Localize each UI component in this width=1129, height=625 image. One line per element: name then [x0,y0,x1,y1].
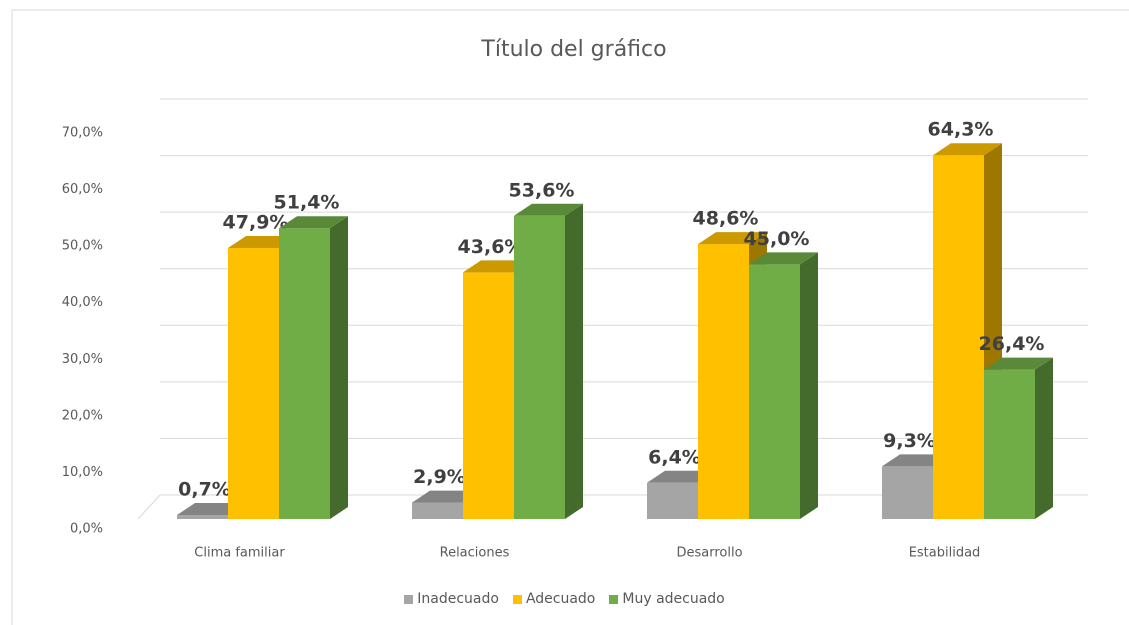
legend: Inadecuado Adecuado Muy adecuado [0,591,1129,607]
bar [228,248,279,519]
data-label: 6,4% [648,446,701,468]
bar [177,515,228,519]
y-tick-label: 40,0% [62,295,103,310]
legend-label: Inadecuado [417,591,499,607]
legend-swatch [404,594,414,604]
bar [463,272,514,519]
bar [279,228,330,520]
legend-item: Muy adecuado [609,591,725,607]
data-label: 47,9% [223,212,289,234]
legend-label: Muy adecuado [622,591,725,607]
bar [514,215,565,519]
x-tick-label: Estabilidad [909,546,981,561]
bar [647,482,698,519]
bar-side [800,252,818,519]
y-tick-label: 20,0% [62,408,103,423]
data-label: 45,0% [744,228,810,250]
y-tick-label: 30,0% [62,352,103,367]
y-tick-label: 60,0% [62,182,103,197]
y-tick-label: 50,0% [62,239,103,254]
data-label: 43,6% [458,236,524,258]
bar-top [698,232,767,245]
data-label: 0,7% [178,479,231,501]
bar-side [565,203,583,519]
bar-top [933,143,1002,156]
data-label: 26,4% [979,333,1045,355]
x-tick-label: Desarrollo [676,546,742,561]
legend-swatch [609,594,619,604]
data-label: 64,3% [928,119,994,141]
y-tick-label: 10,0% [62,465,103,480]
bar-top [749,252,818,265]
legend-item: Inadecuado [404,591,499,607]
data-label: 53,6% [509,179,575,201]
y-tick-label: 0,0% [70,522,103,537]
bar [749,264,800,519]
bar-side [330,216,348,520]
data-label: 48,6% [693,208,759,230]
chart-border [11,9,1129,625]
bar-top [514,203,583,216]
bar [933,155,984,519]
data-label: 9,3% [883,430,936,452]
legend-swatch [512,594,522,604]
bar [412,502,463,519]
floor-edge [137,494,161,520]
legend-item: Adecuado [512,591,596,607]
bar [882,466,933,519]
data-label: 2,9% [413,466,466,488]
x-tick-label: Relaciones [440,546,510,561]
data-label: 51,4% [274,192,340,214]
bar-top [984,357,1053,370]
bar-top [279,216,348,229]
y-tick-label: 70,0% [62,126,103,141]
chart-title: Título del gráfico [480,37,666,62]
x-tick-label: Clima familiar [194,546,285,561]
bar [698,244,749,519]
bar-side [1035,357,1053,519]
legend-label: Adecuado [525,591,596,607]
bar [984,369,1035,519]
